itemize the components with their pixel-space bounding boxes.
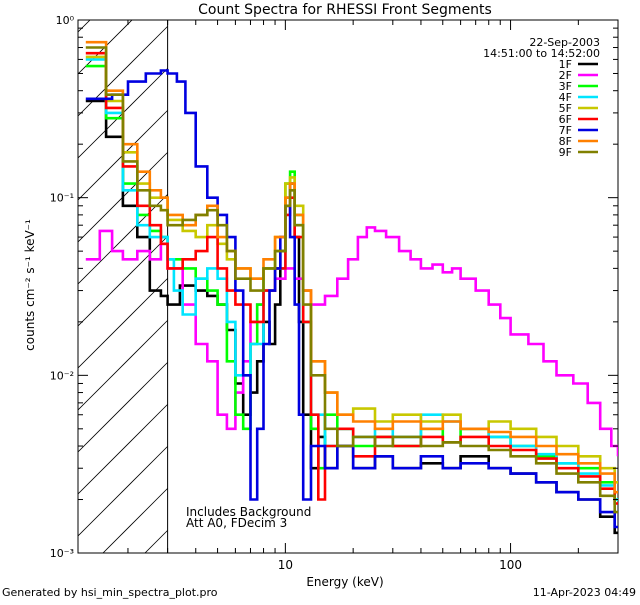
series-line-8f — [85, 40, 618, 494]
legend-label-6f: 6F — [559, 113, 572, 126]
hatch-line — [78, 20, 91, 33]
legend-label-5f: 5F — [559, 102, 572, 115]
legend-date: 22-Sep-2003 — [529, 36, 600, 49]
hatch-line — [78, 278, 168, 369]
hatch-line — [144, 530, 168, 553]
legend-time-range: 14:51:00 to 14:52:00 — [483, 47, 600, 60]
series-line-6f — [85, 51, 618, 505]
annotation-attenuator: Att A0, FDecim 3 — [186, 516, 287, 530]
hatch-line — [78, 20, 133, 75]
annotation-background: Includes Background — [186, 505, 311, 519]
plot-frame — [77, 19, 619, 554]
hatch-line — [78, 236, 168, 327]
axis-ticks — [78, 19, 619, 554]
legend-label-3f: 3F — [559, 80, 572, 93]
hatch-line — [78, 404, 168, 495]
legend: 22-Sep-2003 14:51:00 to 14:52:00 1F2F3F4… — [483, 36, 600, 159]
y-tick-label: 10⁻³ — [50, 547, 74, 560]
legend-label-8f: 8F — [559, 135, 572, 148]
series-line-2f — [85, 226, 618, 457]
series-line-9f — [85, 46, 618, 514]
x-tick-label: 10 — [278, 558, 293, 572]
legend-label-7f: 7F — [559, 124, 572, 137]
series-group — [85, 40, 618, 535]
y-tick-label: 10⁰ — [56, 14, 75, 27]
hatch-line — [102, 488, 168, 553]
y-tick-label: 10⁻² — [50, 369, 74, 382]
legend-label-9f: 9F — [559, 146, 572, 159]
chart-title: Count Spectra for RHESSI Front Segments — [198, 2, 492, 18]
y-tick-labels: 10⁰ 10⁻¹ 10⁻² 10⁻³ — [50, 14, 75, 560]
hatch-line — [78, 362, 168, 453]
legend-label-2f: 2F — [559, 69, 572, 82]
footer-generated-by: Generated by hsi_min_spectra_plot.pro — [2, 586, 218, 599]
hatch-line — [78, 320, 168, 411]
hatch-line — [78, 194, 168, 285]
hatch-line — [78, 446, 168, 537]
footer-timestamp: 11-Apr-2023 04:49 — [533, 586, 636, 599]
x-tick-label: 100 — [499, 558, 522, 572]
x-tick-labels: 10 100 — [278, 558, 522, 572]
legend-label-4f: 4F — [559, 91, 572, 104]
y-tick-label: 10⁻¹ — [50, 192, 74, 205]
y-axis-label: counts cm⁻² s⁻¹ keV⁻¹ — [23, 219, 37, 351]
legend-label-1f: 1F — [559, 58, 572, 71]
x-axis-label: Energy (keV) — [306, 575, 383, 589]
